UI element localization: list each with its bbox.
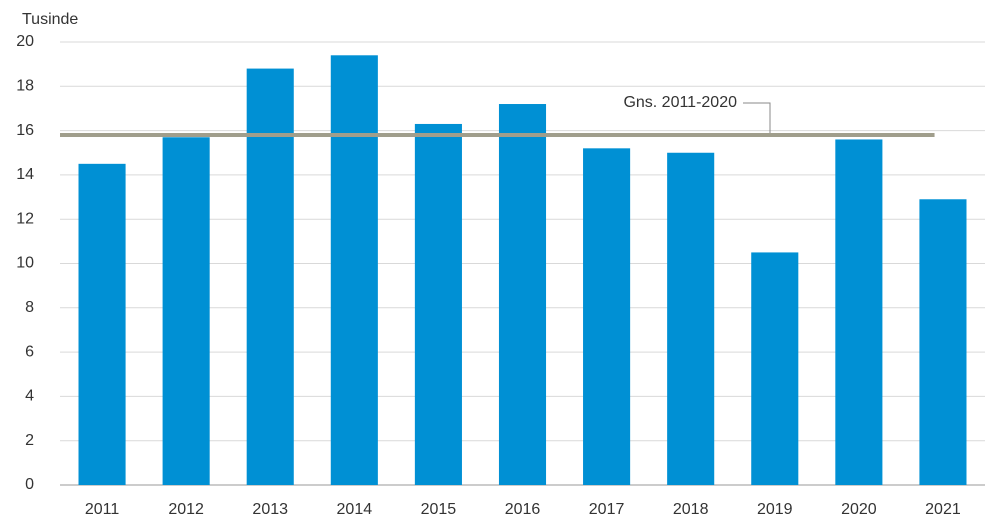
y-tick-label: 18 <box>16 78 34 95</box>
y-tick-label: 14 <box>16 166 34 183</box>
bar <box>583 148 631 485</box>
x-tick-label: 2017 <box>589 501 625 518</box>
y-tick-label: 2 <box>25 432 34 449</box>
y-tick-label: 6 <box>25 343 34 360</box>
y-tick-label: 8 <box>25 299 34 316</box>
x-tick-label: 2014 <box>337 501 373 518</box>
y-tick-label: 16 <box>16 122 34 139</box>
x-tick-label: 2021 <box>925 501 961 518</box>
bar <box>246 68 294 485</box>
annotation-leader <box>743 102 771 134</box>
bar <box>751 252 799 485</box>
x-tick-label: 2020 <box>841 501 877 518</box>
x-tick-label: 2013 <box>252 501 288 518</box>
x-tick-label: 2012 <box>168 501 204 518</box>
y-tick-label: 10 <box>16 255 34 272</box>
x-tick-label: 2015 <box>421 501 457 518</box>
x-tick-label: 2016 <box>505 501 541 518</box>
bar <box>835 139 883 485</box>
bar <box>162 137 210 485</box>
bar <box>667 152 715 485</box>
y-tick-label: 20 <box>16 33 34 50</box>
y-tick-label: 0 <box>25 476 34 493</box>
x-tick-label: 2019 <box>757 501 793 518</box>
bar <box>78 163 126 485</box>
bar <box>498 104 547 486</box>
y-tick-label: 4 <box>25 388 34 405</box>
bar <box>414 123 462 485</box>
y-axis-label: Tusinde <box>22 11 78 28</box>
bar <box>919 199 967 485</box>
y-tick-label: 12 <box>16 210 34 227</box>
x-tick-label: 2011 <box>85 501 120 518</box>
x-tick-label: 2018 <box>673 501 709 518</box>
bar <box>330 55 378 485</box>
average-label: Gns. 2011-2020 <box>623 94 737 111</box>
